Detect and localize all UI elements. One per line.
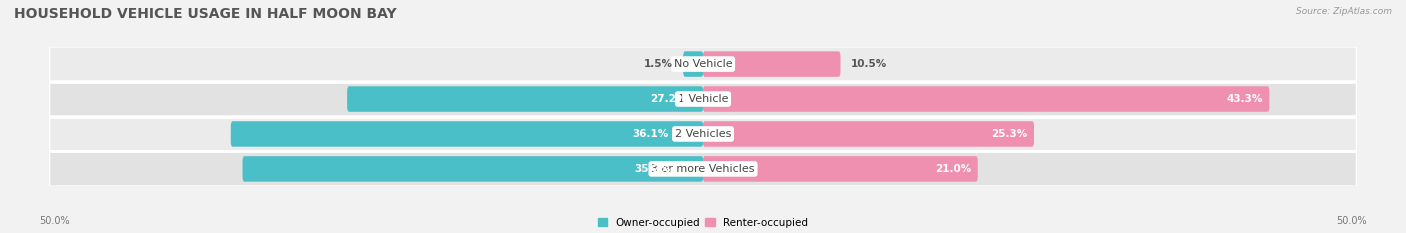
Text: Source: ZipAtlas.com: Source: ZipAtlas.com	[1296, 7, 1392, 16]
Text: 43.3%: 43.3%	[1226, 94, 1263, 104]
Text: 1 Vehicle: 1 Vehicle	[678, 94, 728, 104]
Text: 1.5%: 1.5%	[644, 59, 673, 69]
FancyBboxPatch shape	[703, 51, 841, 77]
FancyBboxPatch shape	[49, 82, 1357, 116]
FancyBboxPatch shape	[703, 121, 1033, 147]
Legend: Owner-occupied, Renter-occupied: Owner-occupied, Renter-occupied	[598, 218, 808, 228]
FancyBboxPatch shape	[231, 121, 703, 147]
FancyBboxPatch shape	[703, 156, 977, 182]
Text: 36.1%: 36.1%	[633, 129, 668, 139]
Text: No Vehicle: No Vehicle	[673, 59, 733, 69]
Text: 2 Vehicles: 2 Vehicles	[675, 129, 731, 139]
FancyBboxPatch shape	[347, 86, 703, 112]
FancyBboxPatch shape	[49, 116, 1357, 151]
Text: 50.0%: 50.0%	[39, 216, 70, 226]
Text: 25.3%: 25.3%	[991, 129, 1028, 139]
FancyBboxPatch shape	[703, 86, 1270, 112]
Text: 27.2%: 27.2%	[650, 94, 686, 104]
FancyBboxPatch shape	[683, 51, 703, 77]
Text: 10.5%: 10.5%	[851, 59, 887, 69]
Text: 21.0%: 21.0%	[935, 164, 972, 174]
Text: 3 or more Vehicles: 3 or more Vehicles	[651, 164, 755, 174]
FancyBboxPatch shape	[49, 151, 1357, 186]
Text: 35.2%: 35.2%	[634, 164, 671, 174]
FancyBboxPatch shape	[243, 156, 703, 182]
Text: 50.0%: 50.0%	[1336, 216, 1367, 226]
Text: HOUSEHOLD VEHICLE USAGE IN HALF MOON BAY: HOUSEHOLD VEHICLE USAGE IN HALF MOON BAY	[14, 7, 396, 21]
FancyBboxPatch shape	[49, 47, 1357, 82]
